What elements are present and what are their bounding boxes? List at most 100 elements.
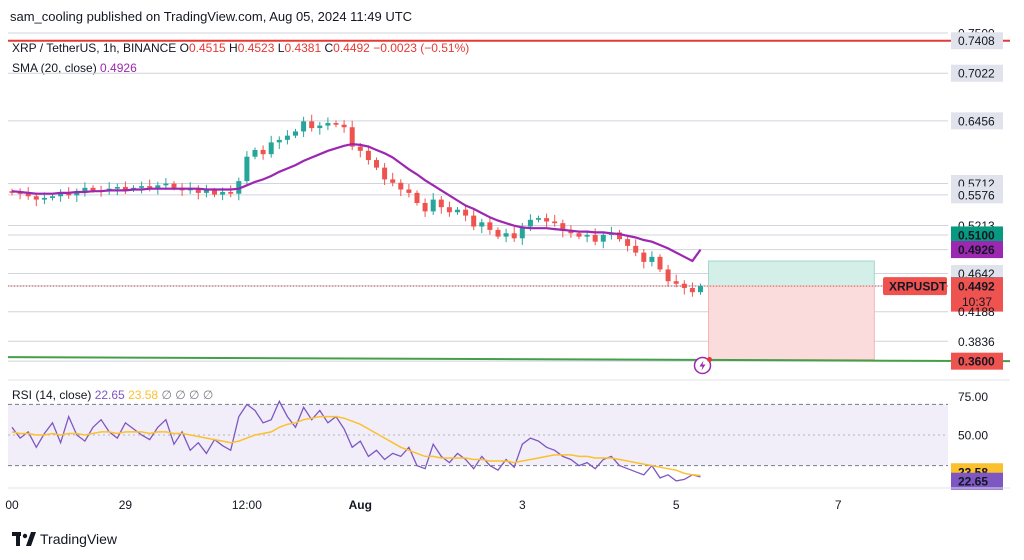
candle-body — [560, 223, 566, 231]
symbol-badge-bg — [883, 277, 947, 296]
candle-body — [195, 188, 201, 193]
time-axis-label: 29 — [119, 498, 133, 512]
candle-body — [584, 234, 590, 237]
candle-body — [390, 179, 396, 183]
candle-body — [41, 197, 47, 200]
candle-body — [617, 232, 622, 240]
time-axis-label: 7 — [835, 498, 842, 512]
candle-body — [220, 192, 226, 195]
candle-body — [139, 186, 145, 188]
low-label: L — [277, 41, 285, 55]
candle-body — [374, 160, 379, 168]
sma-legend: SMA (20, close) 0.4926 — [12, 61, 137, 75]
candle-body — [66, 193, 72, 196]
symbol-legend: XRP / TetherUS, 1h, BINANCE O0.4515 H0.4… — [12, 41, 469, 55]
candle-body — [268, 142, 274, 155]
candle-body — [455, 209, 460, 213]
time-axis-label: Aug — [349, 498, 372, 512]
candle-body — [495, 229, 501, 237]
time-axis-label: 3 — [519, 498, 526, 512]
candle-body — [244, 156, 250, 182]
candle-body — [276, 139, 282, 143]
price-axis-label-bg — [951, 352, 1003, 370]
candle-body — [519, 226, 525, 239]
candle-body — [446, 207, 452, 213]
support-line — [7, 356, 1011, 363]
price-axis-label: 0.4188 — [958, 305, 995, 319]
candle-body — [398, 182, 404, 190]
price-axis-label-bg — [951, 186, 1003, 204]
open-value: 0.4515 — [188, 41, 226, 55]
candle-body — [592, 234, 598, 242]
candle-body — [625, 239, 631, 246]
rsi-label[interactable]: RSI (14, close) — [12, 388, 92, 402]
candle-body — [341, 124, 347, 128]
tradingview-logo-icon — [12, 532, 36, 546]
lightning-bolt-icon — [699, 360, 706, 371]
price-axis-label-bg — [951, 64, 1003, 82]
candle-body — [317, 125, 323, 129]
candle-body — [147, 186, 153, 188]
sma-label[interactable]: SMA (20, close) — [12, 61, 97, 75]
time-axis-label: 5 — [673, 498, 680, 512]
price-axis-label-bg — [951, 277, 1003, 312]
candle-body — [50, 196, 55, 198]
alert-dot-icon — [707, 356, 712, 362]
candle-body — [90, 187, 96, 191]
publisher-header: sam_cooling published on TradingView.com… — [10, 9, 412, 24]
rsi-axis-label: 50.00 — [958, 429, 988, 443]
candle-body — [74, 192, 80, 196]
candle-body — [357, 146, 363, 151]
candle-body — [236, 181, 242, 194]
high-value: 0.4523 — [237, 41, 275, 55]
price-axis-label: 0.3836 — [958, 335, 995, 349]
candle-body — [17, 192, 23, 194]
candle-body — [33, 196, 39, 200]
rsi-axis-label: 22.65 — [958, 475, 988, 489]
candle-body — [600, 234, 606, 242]
candle-body — [228, 192, 234, 194]
candle-body — [284, 135, 290, 140]
candle-body — [406, 189, 412, 193]
candle-body — [365, 150, 371, 161]
candle-body — [576, 233, 582, 237]
price-axis-label: 0.7022 — [958, 67, 995, 81]
rsi-axis-label-bg — [951, 472, 1003, 490]
candle-body — [536, 218, 541, 220]
symbol-title[interactable]: XRP / TetherUS, 1h, BINANCE — [12, 41, 177, 55]
rsi-extra-values: ∅ ∅ ∅ ∅ — [161, 388, 214, 402]
symbol-badge: XRPUSDT — [889, 280, 947, 294]
candle-body — [544, 218, 550, 222]
candle-body — [641, 252, 647, 262]
high-label: H — [229, 41, 238, 55]
candle-body — [309, 121, 315, 129]
price-axis-label: 0.4492 — [958, 280, 995, 294]
candle-body — [293, 131, 298, 136]
candle-body — [333, 123, 339, 125]
stop-zone — [708, 285, 875, 360]
candle-body — [681, 283, 687, 288]
price-axis-label: 0.3600 — [958, 355, 995, 369]
tradingview-footer[interactable]: TradingView — [12, 531, 117, 547]
candle-body — [212, 190, 217, 195]
candle-body — [58, 193, 64, 197]
candle-body — [503, 233, 509, 237]
open-label: O — [179, 41, 189, 55]
candle-body — [633, 245, 639, 253]
candle-body — [471, 215, 477, 227]
candle-body — [552, 221, 558, 224]
candle-body — [25, 193, 31, 197]
candle-body — [163, 183, 169, 186]
price-axis-label-bg — [951, 226, 1003, 244]
candle-body — [568, 230, 574, 234]
candle-body — [122, 186, 128, 190]
candle-body — [673, 281, 679, 284]
candle-body — [171, 183, 177, 188]
candle-body — [301, 121, 307, 132]
candle-body — [527, 219, 533, 227]
price-axis-label: 0.7408 — [958, 34, 995, 48]
sma-value: 0.4926 — [100, 61, 137, 75]
rsi-ma-line — [11, 415, 701, 477]
price-axis-label: 0.5576 — [958, 188, 995, 202]
